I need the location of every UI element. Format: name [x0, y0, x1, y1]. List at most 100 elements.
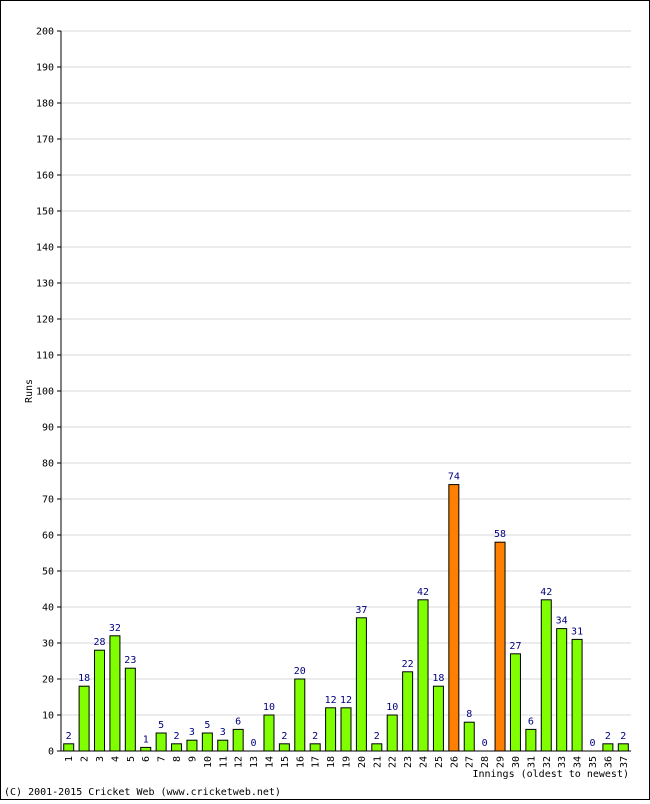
x-tick-label: 10 [203, 756, 214, 768]
bar-innings-5 [124, 667, 136, 752]
bar-innings-31 [525, 728, 537, 752]
value-label: 2 [66, 731, 72, 742]
value-label: 0 [589, 738, 595, 749]
value-label: 2 [605, 731, 611, 742]
value-label: 28 [93, 637, 105, 648]
bar-innings-9 [186, 739, 198, 752]
value-label: 10 [263, 702, 275, 713]
y-tick-label: 20 [42, 675, 54, 686]
value-label: 27 [509, 641, 521, 652]
value-label: 2 [374, 731, 380, 742]
bar-innings-19 [340, 707, 352, 752]
value-label: 18 [432, 673, 444, 684]
x-tick-label: 24 [419, 756, 430, 768]
y-tick-label: 110 [36, 351, 54, 362]
bar-innings-18 [325, 707, 337, 752]
bar-innings-23 [402, 671, 414, 752]
x-tick-label: 16 [295, 756, 306, 768]
bar-innings-16 [294, 678, 306, 752]
grid-lines [61, 30, 631, 716]
y-tick-label: 170 [36, 135, 54, 146]
x-tick-label: 8 [172, 756, 183, 762]
y-tick-label: 30 [42, 639, 54, 650]
value-label: 23 [124, 655, 136, 666]
y-tick-label: 60 [42, 531, 54, 542]
value-label: 31 [571, 626, 583, 637]
bar-innings-24 [417, 599, 429, 752]
bar-innings-20 [355, 617, 367, 752]
value-label: 2 [312, 731, 318, 742]
x-tick-label: 26 [449, 756, 460, 768]
y-tick-label: 120 [36, 315, 54, 326]
x-tick-label: 11 [218, 756, 229, 768]
x-tick-label: 9 [187, 756, 198, 762]
x-tick-label: 32 [542, 756, 553, 768]
y-tick-label: 0 [48, 747, 54, 758]
bar-innings-33 [556, 628, 568, 752]
value-label: 1 [143, 734, 149, 745]
bar-innings-6 [140, 746, 152, 752]
x-tick-label: 25 [434, 756, 445, 768]
x-tick-label: 33 [557, 756, 568, 768]
bar-innings-4 [109, 635, 121, 752]
y-tick-label: 160 [36, 171, 54, 182]
value-label: 18 [78, 673, 90, 684]
bar-innings-7 [155, 732, 167, 752]
value-label: 0 [251, 738, 257, 749]
x-tick-label: 18 [326, 756, 337, 768]
bar-innings-21 [371, 743, 383, 752]
bar-innings-11 [217, 739, 229, 752]
value-label: 10 [386, 702, 398, 713]
bar-innings-34 [571, 638, 583, 752]
bar-innings-15 [278, 743, 290, 752]
y-tick-label: 10 [42, 711, 54, 722]
x-tick-label: 5 [126, 756, 137, 762]
bars [63, 484, 629, 752]
value-label: 20 [294, 666, 306, 677]
x-tick-label: 37 [619, 756, 630, 768]
x-tick-label: 36 [603, 756, 614, 768]
copyright-notice: (C) 2001-2015 Cricket Web (www.cricketwe… [4, 787, 281, 798]
x-tick-label: 21 [372, 756, 383, 768]
y-tick-label: 130 [36, 279, 54, 290]
x-tick-label: 12 [234, 756, 245, 768]
y-tick-label: 180 [36, 99, 54, 110]
value-label: 6 [528, 716, 534, 727]
bar-innings-3 [94, 649, 106, 752]
value-label: 34 [556, 616, 568, 627]
y-tick-label: 150 [36, 207, 54, 218]
bar-innings-14 [263, 714, 275, 752]
x-tick-label: 35 [588, 756, 599, 768]
x-tick-label: 7 [157, 756, 168, 762]
value-label: 22 [402, 659, 414, 670]
bar-innings-26 [448, 484, 460, 752]
value-label: 6 [235, 716, 241, 727]
x-tick-label: 15 [280, 756, 291, 768]
y-tick-label: 80 [42, 459, 54, 470]
x-tick-label: 30 [511, 756, 522, 768]
x-tick-label: 6 [141, 756, 152, 762]
value-label: 12 [325, 695, 337, 706]
y-tick-label: 100 [36, 387, 54, 398]
value-label: 2 [620, 731, 626, 742]
bar-innings-17 [309, 743, 321, 752]
bar-innings-1 [63, 743, 75, 752]
y-axis-ticks: 0 10 20 30 40 50 60 70 80 90 100 110 120 130 140 150 160… [36, 27, 61, 758]
value-label: 58 [494, 529, 506, 540]
bar-innings-8 [171, 743, 183, 752]
value-label: 74 [448, 472, 460, 483]
value-label: 5 [158, 720, 164, 731]
x-tick-label: 4 [110, 756, 121, 762]
x-tick-label: 28 [480, 756, 491, 768]
bar-innings-36 [602, 743, 614, 752]
x-tick-label: 22 [388, 756, 399, 768]
x-axis-ticks: 1 2 3 4 5 6 7 8 9 10 11 12 13 14 15 16 17 18 19 20 21 22 23 24 2… [64, 756, 630, 768]
value-label: 32 [109, 623, 121, 634]
x-axis-title: Innings (oldest to newest) [472, 769, 629, 780]
x-tick-label: 2 [80, 756, 91, 762]
bar-innings-37 [617, 743, 629, 752]
value-label: 42 [417, 587, 429, 598]
bar-innings-22 [386, 714, 398, 752]
